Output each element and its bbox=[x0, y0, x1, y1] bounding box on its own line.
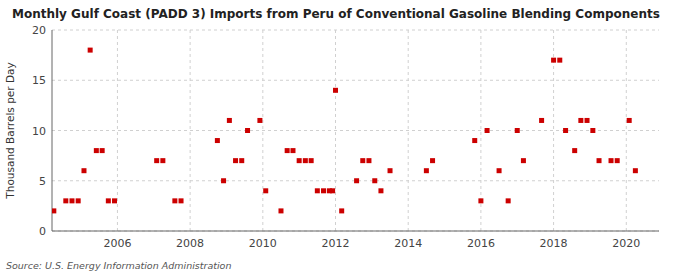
point bbox=[585, 118, 590, 123]
point bbox=[81, 168, 86, 173]
point bbox=[227, 118, 232, 123]
point bbox=[354, 178, 359, 183]
points bbox=[52, 48, 638, 214]
point bbox=[179, 198, 184, 203]
y-tick-label: 5 bbox=[39, 175, 46, 188]
y-axis-label: Thousand Barrels per Day bbox=[4, 62, 16, 199]
point bbox=[633, 168, 638, 173]
point bbox=[521, 158, 526, 163]
point bbox=[321, 188, 326, 193]
x-axis-line bbox=[52, 231, 659, 232]
grid-line-x bbox=[262, 30, 263, 231]
point bbox=[339, 208, 344, 213]
point bbox=[94, 148, 99, 153]
grid-line-x bbox=[408, 30, 409, 231]
point bbox=[112, 198, 117, 203]
point bbox=[378, 188, 383, 193]
point bbox=[539, 118, 544, 123]
point bbox=[615, 158, 620, 163]
point bbox=[263, 188, 268, 193]
y-tick-label: 15 bbox=[32, 74, 46, 87]
x-tick-label: 2018 bbox=[540, 237, 568, 250]
grid bbox=[52, 30, 659, 231]
point bbox=[100, 148, 105, 153]
point bbox=[285, 148, 290, 153]
point bbox=[597, 158, 602, 163]
grid-line-x bbox=[190, 30, 191, 231]
point bbox=[506, 198, 511, 203]
point bbox=[69, 198, 74, 203]
point bbox=[609, 158, 614, 163]
point bbox=[430, 158, 435, 163]
point bbox=[478, 198, 483, 203]
point bbox=[257, 118, 262, 123]
point bbox=[497, 168, 502, 173]
point bbox=[315, 188, 320, 193]
point bbox=[366, 158, 371, 163]
y-tick-label: 20 bbox=[32, 24, 46, 37]
point bbox=[297, 158, 302, 163]
tick-labels: 0 5 10 15 20 2006 2008 2010 2012 2014 2016 2018 2020 bbox=[32, 24, 640, 250]
point bbox=[52, 208, 56, 213]
point bbox=[245, 128, 250, 133]
point bbox=[578, 118, 583, 123]
point bbox=[330, 188, 335, 193]
y-tick-label: 10 bbox=[32, 125, 46, 138]
point bbox=[372, 178, 377, 183]
point bbox=[154, 158, 159, 163]
grid-line-y bbox=[52, 80, 659, 81]
point bbox=[563, 128, 568, 133]
point bbox=[485, 128, 490, 133]
source-note: Source: U.S. Energy Information Administ… bbox=[6, 260, 231, 271]
point bbox=[627, 118, 632, 123]
point bbox=[333, 88, 338, 93]
y-axis-line bbox=[52, 30, 53, 231]
point bbox=[424, 168, 429, 173]
grid-line-x bbox=[117, 30, 118, 231]
point bbox=[239, 158, 244, 163]
point bbox=[360, 158, 365, 163]
point bbox=[590, 128, 595, 133]
x-tick-label: 2008 bbox=[176, 237, 204, 250]
point bbox=[172, 198, 177, 203]
grid-line-y bbox=[52, 30, 659, 31]
point bbox=[233, 158, 238, 163]
x-tick-label: 2016 bbox=[467, 237, 495, 250]
point bbox=[63, 198, 68, 203]
point bbox=[551, 58, 556, 63]
point bbox=[515, 128, 520, 133]
point bbox=[572, 148, 577, 153]
point bbox=[303, 158, 308, 163]
point bbox=[472, 138, 477, 143]
point bbox=[215, 138, 220, 143]
grid-line-y bbox=[52, 231, 659, 232]
point bbox=[106, 198, 111, 203]
point bbox=[309, 158, 314, 163]
point bbox=[76, 198, 81, 203]
point bbox=[557, 58, 562, 63]
point bbox=[388, 168, 393, 173]
x-tick-label: 2014 bbox=[394, 237, 422, 250]
point bbox=[290, 148, 295, 153]
x-tick-label: 2020 bbox=[612, 237, 640, 250]
x-tick-label: 2010 bbox=[249, 237, 277, 250]
point bbox=[221, 178, 226, 183]
title: Monthly Gulf Coast (PADD 3) Imports from… bbox=[12, 7, 660, 21]
y-tick-label: 0 bbox=[39, 225, 46, 238]
point bbox=[278, 208, 283, 213]
point bbox=[160, 158, 165, 163]
x-tick-label: 2012 bbox=[322, 237, 350, 250]
chart: 0 5 10 15 20 2006 2008 2010 2012 2014 2016 2018 2020… bbox=[0, 0, 675, 275]
point bbox=[88, 48, 93, 53]
x-tick-label: 2006 bbox=[103, 237, 131, 250]
grid-line-x bbox=[626, 30, 627, 231]
grid-line-x bbox=[335, 30, 336, 231]
